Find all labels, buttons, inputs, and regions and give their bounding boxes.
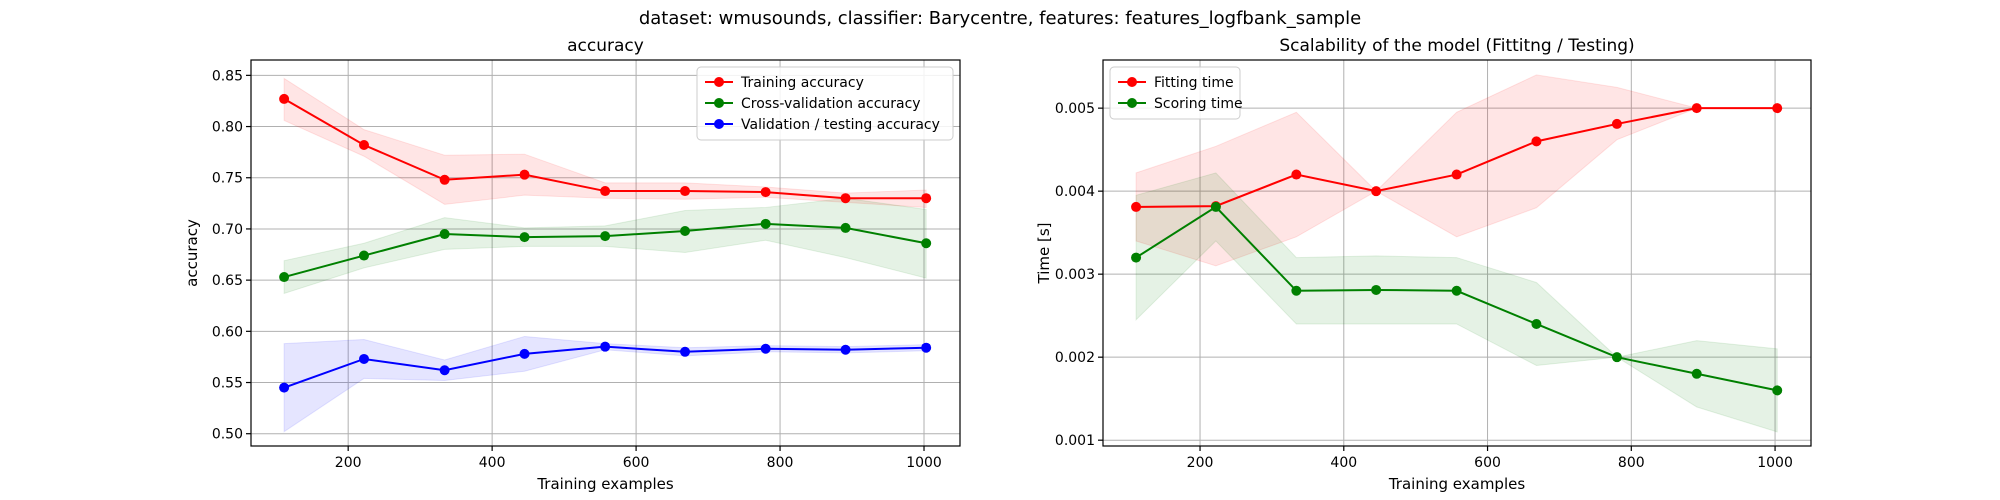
scalability-plot-series-0-point bbox=[1131, 201, 1142, 212]
accuracy-plot-ytick-label: 0.75 bbox=[212, 171, 243, 187]
accuracy-plot-xtick-label: 800 bbox=[767, 455, 794, 471]
accuracy-plot-series-2-point bbox=[600, 341, 611, 352]
scalability-plot-series-0-point bbox=[1291, 169, 1302, 180]
scalability-plot-series-1-point bbox=[1210, 201, 1221, 212]
accuracy-plot-series-0-point bbox=[680, 186, 691, 197]
accuracy-plot-xtick-label: 400 bbox=[479, 455, 506, 471]
scalability-plot-legend: Fitting time Scoring time bbox=[1109, 66, 1243, 120]
accuracy-plot-series-1-point bbox=[840, 222, 851, 233]
accuracy-plot-ytick-label: 0.65 bbox=[212, 273, 243, 289]
accuracy-plot-ytick-label: 0.80 bbox=[212, 120, 243, 136]
scalability-plot-legend-label-0: Fitting time bbox=[1154, 75, 1234, 91]
scalability-plot-ytick-label: 0.005 bbox=[1055, 101, 1095, 117]
accuracy-plot-legend-label-2: Validation / testing accuracy bbox=[741, 117, 940, 133]
scalability-plot-ytick-label: 0.001 bbox=[1055, 433, 1095, 449]
accuracy-plot-series-1-point bbox=[680, 225, 691, 236]
accuracy-plot-legend-marker-0 bbox=[714, 77, 724, 87]
figure-suptitle: dataset: wmusounds, classifier: Barycent… bbox=[639, 8, 1361, 29]
scalability-plot-ylabel: Time [s] bbox=[1035, 223, 1053, 285]
accuracy-plot-title: accuracy bbox=[567, 36, 644, 56]
accuracy-plot-legend-box bbox=[696, 66, 954, 141]
accuracy-plot-series-2-point bbox=[439, 365, 450, 376]
accuracy-plot-series-2-point bbox=[760, 343, 771, 354]
accuracy-plot-xtick-label: 200 bbox=[335, 455, 362, 471]
scalability-plot-series-1 bbox=[1131, 201, 1783, 396]
accuracy-plot-ylabel: accuracy bbox=[183, 219, 201, 287]
scalability-plot-legend-label-1: Scoring time bbox=[1154, 96, 1243, 112]
scalability-plot: Scalability of the model (Fittitng / Tes… bbox=[1035, 36, 1812, 493]
scalability-plot-series-1-point bbox=[1691, 368, 1702, 379]
scalability-plot-legend-box bbox=[1109, 66, 1241, 120]
accuracy-plot-series-0-point bbox=[921, 193, 932, 204]
accuracy-plot-series-1-point bbox=[519, 232, 530, 243]
accuracy-plot-series-2-point bbox=[840, 344, 851, 355]
scalability-plot-legend-marker-1 bbox=[1127, 98, 1137, 108]
scalability-plot-series-0-point bbox=[1691, 103, 1702, 114]
accuracy-plot-series-1-point bbox=[600, 231, 611, 242]
accuracy-plot-series-0-point bbox=[279, 93, 290, 104]
accuracy-plot-series-0 bbox=[279, 93, 932, 204]
accuracy-plot-legend-label-1: Cross-validation accuracy bbox=[741, 96, 921, 112]
accuracy-plot-ytick-label: 0.70 bbox=[212, 222, 243, 238]
scalability-plot-frame bbox=[1102, 59, 1812, 447]
scalability-plot-series-0-point bbox=[1371, 186, 1382, 197]
accuracy-plot-legend-marker-1 bbox=[714, 98, 724, 108]
scalability-plot-series-0-point bbox=[1451, 169, 1462, 180]
scalability-plot-series-1-band bbox=[1135, 172, 1778, 433]
accuracy-plot-series-0-point bbox=[519, 169, 530, 180]
scalability-plot-series-1-point bbox=[1371, 284, 1382, 295]
accuracy-plot-frame bbox=[250, 59, 961, 447]
accuracy-plot-series-2-point bbox=[519, 348, 530, 359]
scalability-plot-ytick-label: 0.004 bbox=[1055, 184, 1095, 200]
accuracy-plot-series-0-point bbox=[359, 139, 370, 150]
accuracy-plot-xlabel: Training examples bbox=[536, 475, 674, 493]
scalability-plot-ytick-label: 0.003 bbox=[1055, 267, 1095, 283]
accuracy-plot-series-0-point bbox=[600, 186, 611, 197]
accuracy-plot-ytick-label: 0.55 bbox=[212, 376, 243, 392]
scalability-plot-series-1-point bbox=[1131, 252, 1142, 263]
scalability-plot-series-1-point bbox=[1291, 285, 1302, 296]
scalability-plot-xtick-label: 400 bbox=[1330, 455, 1357, 471]
accuracy-plot-series-2-point bbox=[921, 342, 932, 353]
scalability-plot-series-1-point bbox=[1451, 285, 1462, 296]
scalability-plot-xtick-label: 800 bbox=[1618, 455, 1645, 471]
scalability-plot-xtick-label: 600 bbox=[1474, 455, 1501, 471]
scalability-plot-xlabel: Training examples bbox=[1388, 475, 1526, 493]
accuracy-plot-series-0-point bbox=[760, 187, 771, 198]
accuracy-plot-legend: Training accuracy Cross-validation accura… bbox=[696, 66, 954, 141]
scalability-plot-series-0-point bbox=[1531, 136, 1542, 147]
scalability-plot-ytick-label: 0.002 bbox=[1055, 350, 1095, 366]
accuracy-plot-series-0-point bbox=[840, 193, 851, 204]
accuracy-plot-series-2 bbox=[279, 341, 932, 393]
scalability-plot-xtick-label: 200 bbox=[1187, 455, 1214, 471]
scalability-plot-title: Scalability of the model (Fittitng / Tes… bbox=[1279, 36, 1634, 56]
accuracy-plot-xtick-label: 1000 bbox=[906, 455, 942, 471]
scalability-plot-series-0-point bbox=[1772, 103, 1783, 114]
accuracy-plot-series-0-point bbox=[439, 174, 450, 185]
accuracy-plot-series-2-point bbox=[359, 353, 370, 364]
accuracy-plot-series-1-point bbox=[760, 218, 771, 229]
scalability-plot-series-1-point bbox=[1531, 318, 1542, 329]
accuracy-plot-ytick-label: 0.60 bbox=[212, 324, 243, 340]
accuracy-plot: accuracy Training examples accuracy 200 4… bbox=[183, 36, 961, 493]
accuracy-plot-series-2-point bbox=[279, 382, 290, 393]
accuracy-plot-xtick-label: 600 bbox=[623, 455, 650, 471]
scalability-plot-series-0-point bbox=[1611, 118, 1622, 129]
accuracy-plot-legend-marker-2 bbox=[714, 119, 724, 129]
accuracy-plot-ytick-label: 0.50 bbox=[212, 427, 243, 443]
scalability-plot-series-1-point bbox=[1611, 352, 1622, 363]
accuracy-plot-series-1-point bbox=[921, 238, 932, 249]
accuracy-plot-series-2-point bbox=[680, 346, 691, 357]
accuracy-plot-series-1-point bbox=[439, 229, 450, 240]
accuracy-plot-ytick-label: 0.85 bbox=[212, 68, 243, 84]
accuracy-plot-series-1-point bbox=[279, 272, 290, 283]
scalability-plot-series-1-point bbox=[1772, 385, 1783, 396]
scalability-plot-legend-marker-0 bbox=[1127, 77, 1137, 87]
accuracy-plot-series-1-point bbox=[359, 250, 370, 261]
accuracy-plot-legend-label-0: Training accuracy bbox=[740, 75, 864, 91]
accuracy-plot-series-1 bbox=[279, 218, 932, 283]
scalability-plot-xtick-label: 1000 bbox=[1757, 455, 1793, 471]
